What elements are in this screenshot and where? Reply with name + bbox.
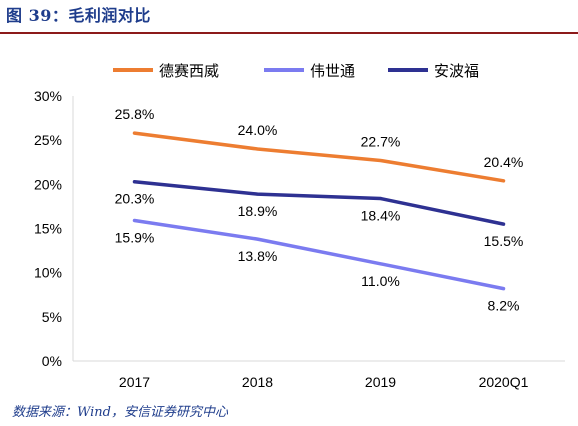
x-tick-label: 2018 — [242, 374, 273, 390]
data-label: 20.4% — [484, 154, 524, 170]
figure-title: 图 39：毛利润对比 — [6, 6, 151, 25]
series-line — [132, 131, 506, 183]
y-tick-label: 15% — [34, 221, 62, 237]
series-line — [132, 218, 506, 291]
data-label: 25.8% — [115, 106, 155, 122]
data-label: 15.9% — [115, 230, 155, 246]
chart-axes: 0% 5% 10% 15% 20% 25% 30% 2017 2018 2019 2020Q1 — [34, 88, 565, 390]
data-label: 13.8% — [238, 248, 278, 264]
chart-data-labels: 25.8% 24.0% 22.7% 20.4% 15.9% 13.8% 11.0% 8.2% 2… — [115, 106, 524, 313]
chart-legend: 德赛西威 伟世通 安波福 — [113, 62, 479, 80]
y-tick-label: 20% — [34, 176, 62, 192]
y-tick-label: 30% — [34, 88, 62, 104]
data-label: 18.9% — [238, 203, 278, 219]
x-tick-label: 2017 — [119, 374, 150, 390]
data-label: 22.7% — [361, 133, 401, 149]
series-line — [132, 179, 506, 226]
data-label: 18.4% — [361, 207, 401, 223]
data-label: 24.0% — [238, 122, 278, 138]
data-label: 15.5% — [484, 233, 524, 249]
legend-label: 伟世通 — [310, 62, 355, 80]
legend-label: 安波福 — [434, 62, 479, 80]
y-tick-label: 0% — [42, 353, 62, 369]
title-divider — [0, 32, 578, 34]
source-note: 数据来源：Wind，安信证券研究中心 — [12, 405, 228, 420]
y-tick-label: 10% — [34, 265, 62, 281]
data-label: 11.0% — [361, 273, 400, 289]
y-tick-label: 5% — [42, 309, 62, 325]
legend-label: 德赛西威 — [159, 62, 219, 80]
x-tick-label: 2019 — [365, 374, 396, 390]
x-tick-label: 2020Q1 — [479, 374, 529, 390]
data-label: 20.3% — [115, 191, 155, 207]
y-tick-label: 25% — [34, 132, 62, 148]
data-label: 8.2% — [488, 298, 520, 314]
chart-series — [132, 131, 506, 291]
